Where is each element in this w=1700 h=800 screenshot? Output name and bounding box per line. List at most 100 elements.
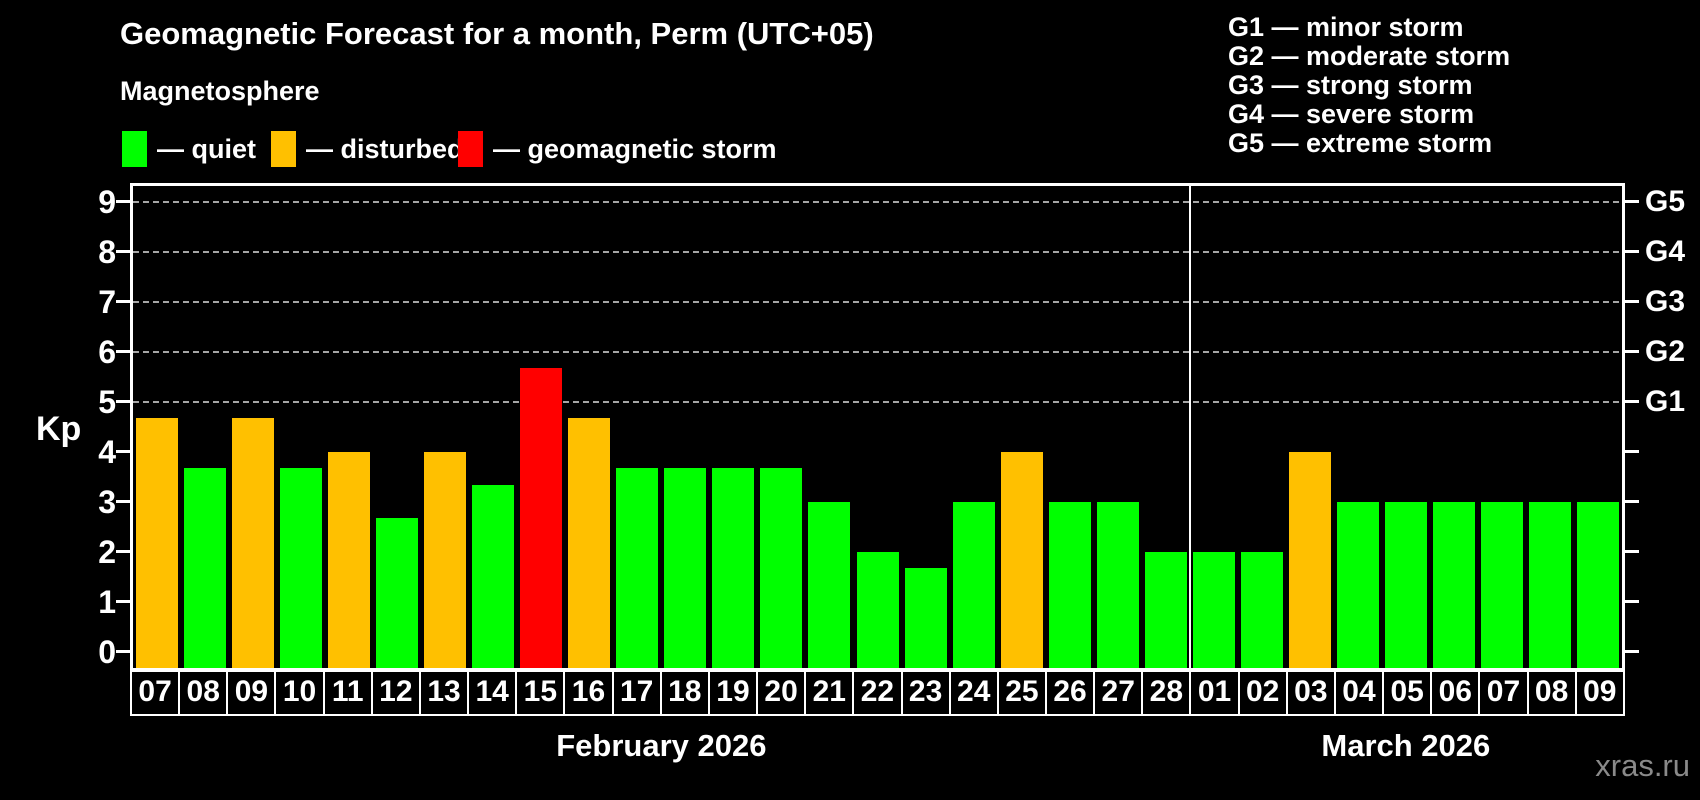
y-tick-right-0 bbox=[1625, 650, 1639, 654]
date-cell: 15 bbox=[515, 670, 566, 716]
date-cell: 23 bbox=[900, 670, 951, 716]
date-cell: 20 bbox=[756, 670, 807, 716]
y-tick-right-3 bbox=[1625, 500, 1639, 504]
kp-bar bbox=[1048, 501, 1091, 668]
legend-swatch-disturbed-icon bbox=[271, 131, 296, 167]
y-tick-left-5 bbox=[116, 400, 130, 404]
legend-item-label: — disturbed bbox=[306, 134, 464, 164]
date-cell: 19 bbox=[707, 670, 759, 716]
y-axis-label-8: 8 bbox=[98, 233, 116, 270]
legend-swatch-quiet-icon bbox=[122, 131, 147, 167]
kp-bar bbox=[1384, 501, 1427, 668]
kp-bar bbox=[760, 468, 803, 668]
legend-item-geomagnetic-storm: — geomagnetic storm bbox=[458, 131, 777, 167]
y-axis-label-9: 9 bbox=[98, 183, 116, 220]
kp-bar bbox=[1432, 501, 1475, 668]
y-axis-label-1: 1 bbox=[98, 583, 116, 620]
month-separator-line bbox=[1188, 186, 1191, 668]
g-level-label-g5: G5 bbox=[1645, 184, 1686, 218]
y-tick-left-3 bbox=[116, 500, 130, 504]
date-cell: 02 bbox=[1237, 670, 1288, 716]
legend-swatch-geomagnetic-storm-icon bbox=[458, 131, 483, 167]
gridline-kp-9 bbox=[133, 200, 1622, 203]
date-cell: 09 bbox=[226, 670, 277, 716]
gridline-kp-6 bbox=[133, 350, 1622, 353]
y-tick-left-7 bbox=[116, 300, 130, 304]
y-tick-left-1 bbox=[116, 600, 130, 604]
date-cell: 25 bbox=[996, 670, 1047, 716]
y-tick-right-4 bbox=[1625, 450, 1639, 454]
kp-bar bbox=[1528, 501, 1571, 668]
kp-bar bbox=[136, 418, 179, 668]
y-axis-label-2: 2 bbox=[98, 533, 116, 570]
date-cell: 06 bbox=[1430, 670, 1481, 716]
kp-bar bbox=[568, 418, 611, 668]
date-cell: 08 bbox=[178, 670, 229, 716]
y-axis-label-7: 7 bbox=[98, 283, 116, 320]
storm-scale-line-g4: G4 — severe storm bbox=[1228, 99, 1475, 129]
date-cell: 03 bbox=[1285, 670, 1336, 716]
y-tick-right-1 bbox=[1625, 600, 1639, 604]
y-axis-label-4: 4 bbox=[98, 433, 116, 470]
y-tick-right-6 bbox=[1625, 350, 1639, 354]
month-label-1: March 2026 bbox=[1321, 728, 1491, 763]
date-cell: 05 bbox=[1382, 670, 1433, 716]
date-cell: 10 bbox=[274, 670, 325, 716]
y-tick-right-2 bbox=[1625, 550, 1639, 554]
kp-bar bbox=[856, 551, 899, 668]
kp-bar bbox=[1144, 551, 1187, 668]
date-axis: 07 08 09 10 11 12 13 14 15 16 17 18 19 20 21 22 23 24 25 26… bbox=[130, 670, 1625, 716]
date-cell: 17 bbox=[611, 670, 662, 716]
date-cell: 08 bbox=[1526, 670, 1577, 716]
y-tick-right-9 bbox=[1625, 200, 1639, 204]
plot-area bbox=[116, 183, 1639, 670]
kp-bar bbox=[1192, 551, 1235, 668]
date-cell: 04 bbox=[1333, 670, 1385, 716]
kp-bar bbox=[184, 468, 227, 668]
g-level-label-g2: G2 bbox=[1645, 334, 1686, 368]
kp-bar bbox=[1000, 451, 1043, 668]
storm-scale-line-g2: G2 — moderate storm bbox=[1228, 41, 1511, 71]
date-cell: 28 bbox=[1141, 670, 1192, 716]
date-cell: 18 bbox=[659, 670, 710, 716]
kp-bar bbox=[808, 501, 851, 668]
kp-bar bbox=[1576, 501, 1619, 668]
storm-scale-legend: G1 — minor storm G2 — moderate storm G3 — … bbox=[1228, 13, 1510, 158]
y-tick-right-5 bbox=[1625, 400, 1639, 404]
legend-item-label: — geomagnetic storm bbox=[493, 134, 777, 164]
date-cell: 21 bbox=[804, 670, 855, 716]
y-tick-left-4 bbox=[116, 450, 130, 454]
y-tick-left-6 bbox=[116, 350, 130, 354]
date-cell: 13 bbox=[418, 670, 470, 716]
y-tick-left-8 bbox=[116, 250, 130, 254]
date-cell: 07 bbox=[130, 670, 181, 716]
month-label-0: February 2026 bbox=[556, 728, 767, 763]
legend-item-quiet: — quiet bbox=[122, 131, 256, 167]
y-axis-label-3: 3 bbox=[98, 483, 116, 520]
kp-bar bbox=[1240, 551, 1283, 668]
date-cell: 09 bbox=[1574, 670, 1625, 716]
date-cell: 26 bbox=[1044, 670, 1096, 716]
y-tick-right-8 bbox=[1625, 250, 1639, 254]
kp-bar bbox=[904, 568, 947, 668]
g-level-label-g1: G1 bbox=[1645, 384, 1686, 418]
kp-bar bbox=[616, 468, 659, 668]
g-level-label-g4: G4 bbox=[1645, 234, 1686, 268]
kp-bar bbox=[664, 468, 707, 668]
date-cell: 22 bbox=[852, 670, 903, 716]
legend-item-label: — quiet bbox=[157, 134, 256, 164]
y-tick-left-2 bbox=[116, 550, 130, 554]
date-cell: 27 bbox=[1093, 670, 1144, 716]
kp-bar bbox=[424, 451, 467, 668]
chart-subtitle: Magnetosphere bbox=[120, 76, 320, 106]
gridline-kp-7 bbox=[133, 300, 1622, 303]
storm-scale-line-g3: G3 — strong storm bbox=[1228, 70, 1473, 100]
storm-scale-line-g1: G1 — minor storm bbox=[1228, 12, 1464, 42]
y-tick-right-7 bbox=[1625, 300, 1639, 304]
storm-scale-line-g5: G5 — extreme storm bbox=[1228, 128, 1493, 158]
y-tick-left-0 bbox=[116, 650, 130, 654]
kp-bar bbox=[520, 368, 563, 668]
kp-bar bbox=[1480, 501, 1523, 668]
y-axis-label-5: 5 bbox=[98, 383, 116, 420]
y-axis-label-0: 0 bbox=[98, 633, 116, 670]
